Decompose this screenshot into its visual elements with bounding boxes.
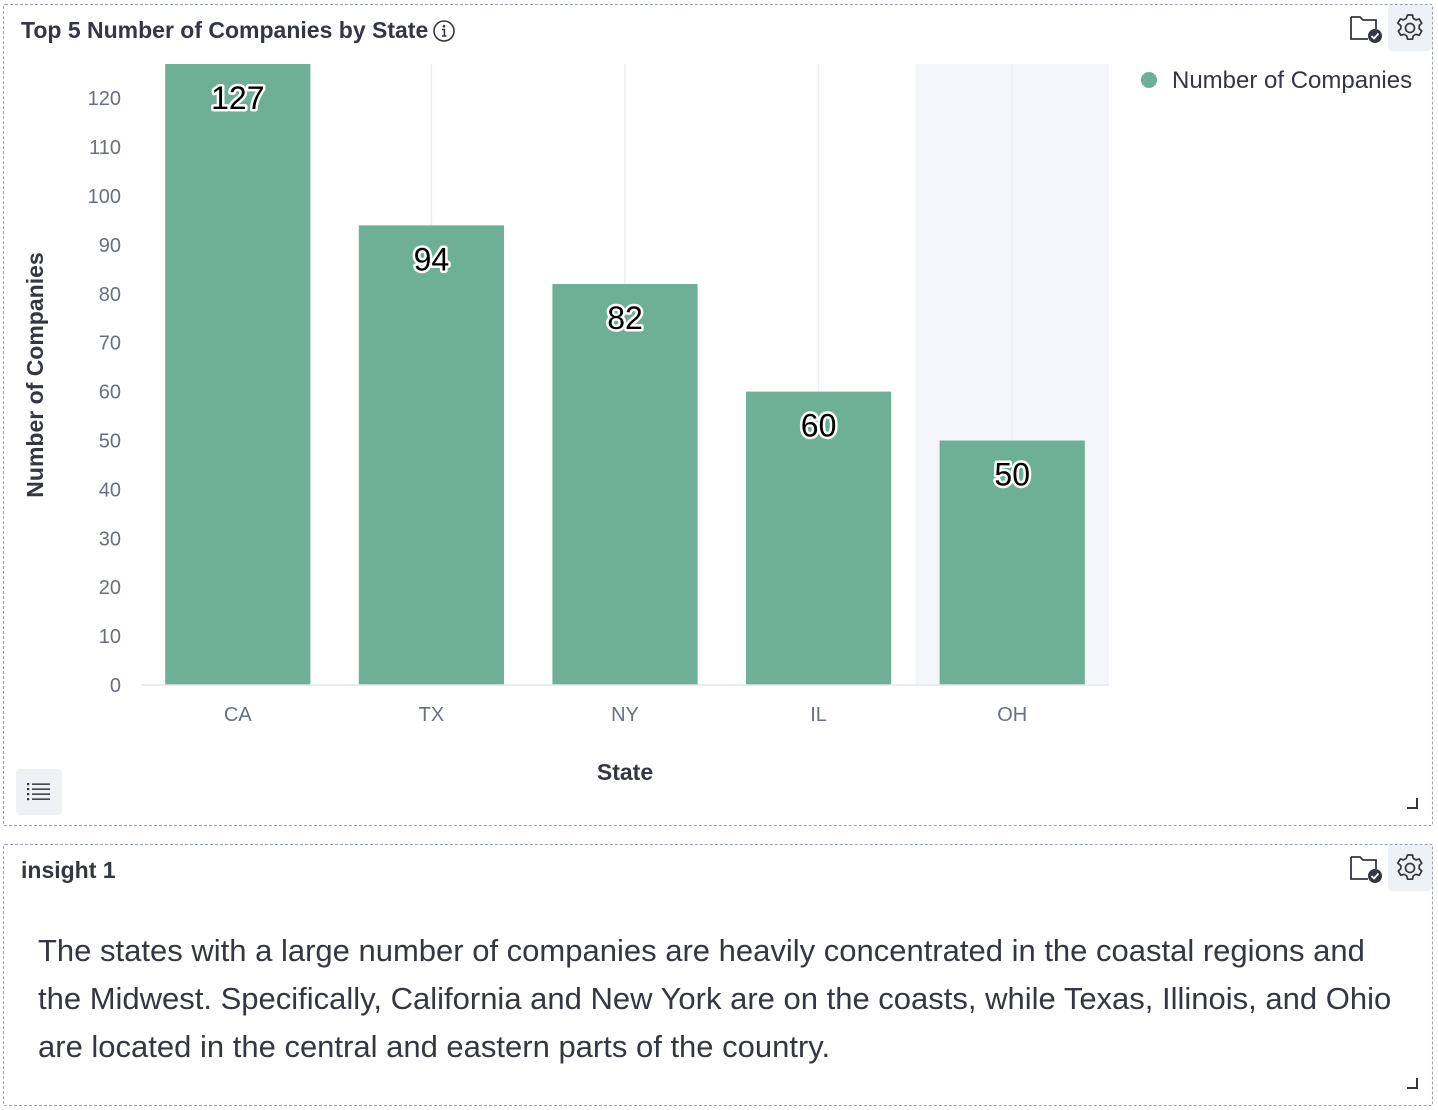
y-tick-label: 70 (99, 333, 121, 355)
legend-label: Number of Companies (1172, 67, 1412, 94)
gear-icon (1396, 854, 1423, 881)
settings-button[interactable] (1388, 845, 1432, 891)
data-label: 127 (211, 80, 264, 116)
y-tick-label: 90 (99, 235, 121, 257)
y-tick-label: 60 (99, 382, 121, 404)
y-tick-label: 110 (89, 137, 121, 159)
y-tick-label: 0 (110, 675, 121, 697)
list-icon (27, 783, 50, 801)
folder-check-icon (1350, 16, 1382, 43)
bar-chart: 0 10 20 30 40 50 60 70 80 90 100 110 120 CA TX NY IL OH 12… (22, 64, 1412, 785)
y-axis-title: Number of Companies (22, 252, 48, 497)
resize-handle[interactable] (1407, 1078, 1418, 1089)
save-to-folder-button[interactable] (1344, 5, 1388, 51)
x-tick-label: IL (810, 704, 827, 726)
chart-panel-title: Top 5 Number of Companies by State (21, 17, 429, 43)
bar-ny (552, 284, 698, 685)
bar-tx (358, 225, 504, 686)
y-tick-label: 40 (99, 479, 121, 501)
insight-panel: insight 1 The states with a large number… (3, 844, 1433, 1106)
y-tick-label: 10 (99, 626, 121, 648)
x-axis-title: State (597, 759, 653, 785)
insight-panel-title: insight 1 (21, 857, 116, 883)
data-label: 50 (994, 457, 1030, 493)
x-tick-label: TX (419, 704, 445, 726)
resize-handle[interactable] (1407, 798, 1418, 809)
data-label: 60 (801, 408, 837, 444)
bar-ca (165, 64, 311, 685)
bar-oh (939, 440, 1085, 685)
chart-panel: Top 5 Number of Companies by State (3, 4, 1433, 826)
legend-swatch (1141, 72, 1157, 88)
insight-panel-actions (1344, 845, 1432, 891)
info-icon[interactable] (432, 19, 456, 43)
legend-toggle-button[interactable] (16, 769, 62, 815)
folder-check-icon (1350, 856, 1382, 883)
x-tick-label: NY (611, 704, 639, 726)
chart-panel-title-wrap: Top 5 Number of Companies by State (21, 17, 456, 44)
settings-button[interactable] (1388, 5, 1432, 51)
y-tick-label: 20 (99, 577, 121, 599)
x-tick-label: CA (224, 704, 252, 726)
insight-text: The states with a large number of compan… (38, 933, 1392, 1064)
x-tick-label: OH (997, 704, 1027, 726)
bar-il (746, 391, 892, 685)
data-label: 82 (607, 300, 643, 336)
save-to-folder-button[interactable] (1344, 845, 1388, 891)
y-tick-label: 100 (88, 186, 121, 208)
gear-icon (1396, 14, 1423, 41)
chart-panel-actions (1344, 5, 1432, 51)
y-tick-label: 30 (99, 528, 121, 550)
y-tick-label: 50 (99, 431, 121, 453)
y-tick-label: 120 (88, 88, 121, 110)
data-label: 94 (414, 241, 450, 277)
y-tick-label: 80 (99, 284, 121, 306)
